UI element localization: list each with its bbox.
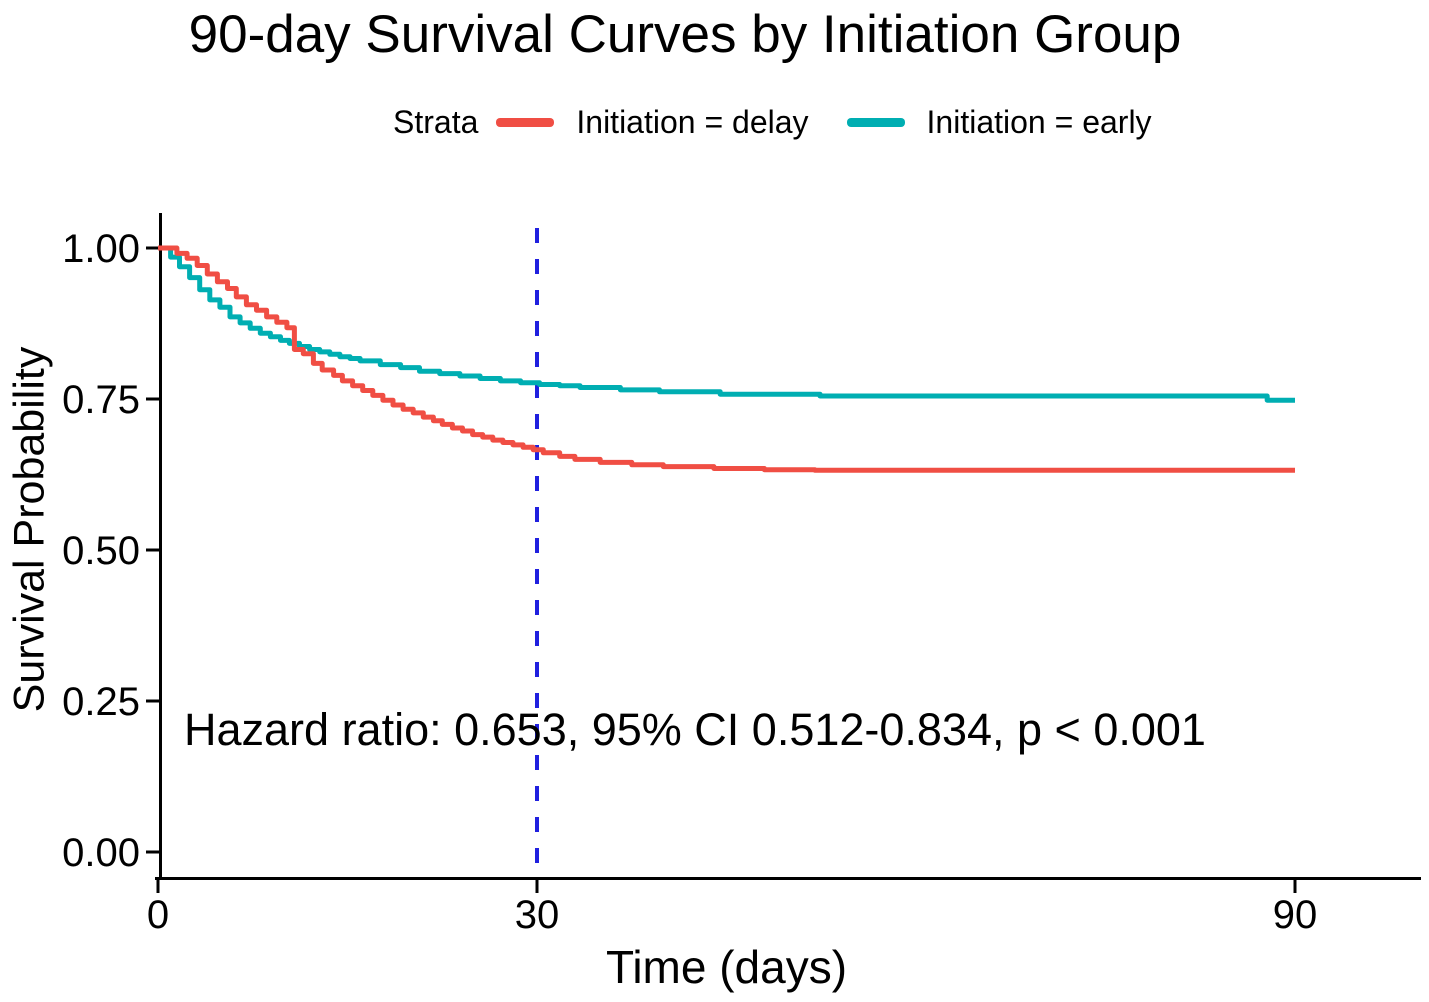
legend-swatch-early-icon (846, 118, 905, 127)
hazard-ratio-annotation: Hazard ratio: 0.653, 95% CI 0.512-0.834,… (184, 704, 1206, 755)
y-tick-label: 0.25 (62, 680, 140, 724)
legend-title: Strata (393, 104, 479, 140)
survival-curve-early (158, 245, 1295, 403)
x-tick-label: 90 (1273, 893, 1318, 937)
x-axis-label: Time (days) (605, 941, 848, 993)
chart-title: 90-day Survival Curves by Initiation Gro… (188, 5, 1182, 64)
legend-label-early: Initiation = early (926, 104, 1152, 140)
legend-swatch-delay-icon (496, 118, 555, 127)
x-tick-label: 0 (147, 893, 169, 937)
legend-label-delay: Initiation = delay (576, 104, 809, 140)
x-tick-label: 30 (515, 893, 560, 937)
survival-curve-delay (158, 245, 1295, 473)
y-tick-label: 0.75 (62, 378, 140, 422)
legend: Strata Initiation = delay Initiation = e… (393, 104, 1152, 141)
y-tick-label: 1.00 (62, 227, 140, 271)
y-tick-label: 0.00 (62, 831, 140, 875)
y-tick-label: 0.50 (62, 529, 140, 573)
